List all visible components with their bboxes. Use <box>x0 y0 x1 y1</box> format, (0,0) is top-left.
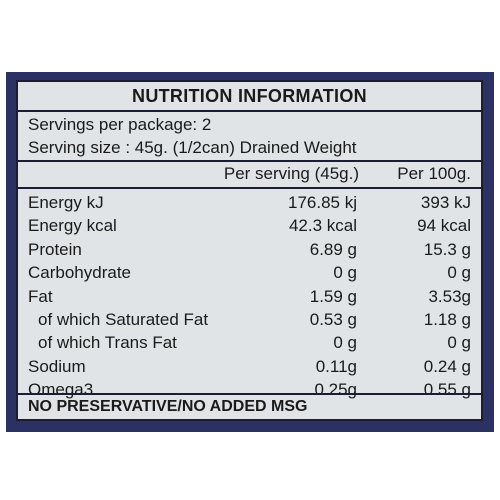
column-header-per-serving: Per serving (45g.) <box>223 164 359 183</box>
per-100g-value: 3.53g <box>428 286 471 306</box>
column-header-per-100g: Per 100g. <box>397 164 471 183</box>
table-row: Carbohydrate 0 g 0 g <box>18 262 481 285</box>
per-serving-value: 42.3 kcal <box>288 216 357 236</box>
nutrient-label: of which Trans Fat <box>38 333 177 353</box>
per-serving-value: 1.59 g <box>309 286 357 306</box>
table-row: Sodium 0.11g 0.24 g <box>18 356 481 379</box>
nutrient-label: Sodium <box>28 356 86 376</box>
per-100g-value: 393 kJ <box>420 193 471 212</box>
per-100g-value: 0 g <box>447 263 471 283</box>
nutrition-label-panel: NUTRITION INFORMATION Servings per packa… <box>6 72 494 432</box>
table-row: Protein 6.89 g 15.3 g <box>18 239 481 262</box>
nutrient-label: of which Saturated Fat <box>38 309 209 329</box>
table-row: of which Saturated Fat 0.53 g 1.18 g <box>18 309 481 332</box>
table-row: Energy kcal 42.3 kcal 94 kcal <box>18 215 481 238</box>
per-100g-value: 0.24 g <box>423 356 471 376</box>
footer-note: NO PRESERVATIVE/NO ADDED MSG <box>18 393 481 419</box>
per-100g-value: 15.3 g <box>423 239 471 259</box>
per-100g-value: 1.18 g <box>423 309 471 329</box>
per-serving-value: 0.53 g <box>309 309 357 329</box>
per-serving-value: 6.89 g <box>309 239 357 259</box>
per-serving-value: 0 g <box>333 333 357 353</box>
per-100g-value: 94 kcal <box>417 216 471 236</box>
column-header-row: Per serving (45g.) Per 100g. <box>18 160 481 189</box>
nutrient-label: Protein <box>28 239 82 259</box>
table-title: NUTRITION INFORMATION <box>18 82 481 112</box>
nutrient-rows: Energy kJ 176.85 kj 393 kJ Energy kcal 4… <box>18 189 481 403</box>
nutrient-label: Carbohydrate <box>28 263 132 283</box>
per-serving-value: 0 g <box>333 263 357 283</box>
table-row: Fat 1.59 g 3.53g <box>18 286 481 309</box>
nutrient-label: Energy kcal <box>28 216 117 236</box>
table-row: of which Trans Fat 0 g 0 g <box>18 332 481 355</box>
nutrition-table: NUTRITION INFORMATION Servings per packa… <box>16 80 483 421</box>
nutrient-label: Energy kJ <box>28 193 104 212</box>
servings-per-package: Servings per package: 2 <box>28 115 212 134</box>
serving-size: Serving size : 45g. (1/2can) Drained Wei… <box>28 138 357 157</box>
per-serving-value: 176.85 kj <box>288 193 357 212</box>
per-100g-value: 0 g <box>447 333 471 353</box>
nutrient-label: Fat <box>28 286 53 306</box>
per-serving-value: 0.11g <box>315 356 357 376</box>
table-row: Energy kJ 176.85 kj 393 kJ <box>18 192 481 215</box>
